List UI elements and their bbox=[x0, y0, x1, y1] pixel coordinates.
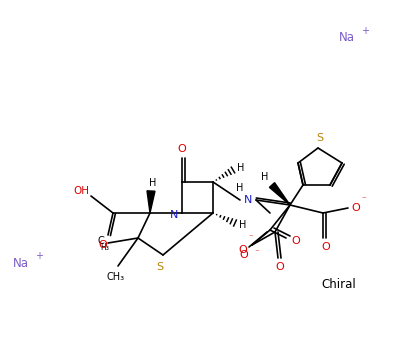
Text: ⁻: ⁻ bbox=[249, 233, 253, 242]
Text: H₃: H₃ bbox=[100, 242, 109, 252]
Text: O: O bbox=[239, 245, 247, 255]
Polygon shape bbox=[147, 191, 155, 213]
Text: Chiral: Chiral bbox=[322, 278, 356, 291]
Polygon shape bbox=[269, 183, 290, 205]
Text: +: + bbox=[35, 251, 43, 261]
Text: Na: Na bbox=[339, 31, 355, 44]
Text: O: O bbox=[178, 144, 186, 154]
Text: Na: Na bbox=[13, 257, 29, 270]
Text: O: O bbox=[352, 203, 360, 213]
Text: H: H bbox=[149, 178, 157, 188]
Text: CH₃: CH₃ bbox=[107, 272, 125, 282]
Text: H: H bbox=[261, 172, 269, 182]
Text: O: O bbox=[99, 240, 107, 250]
Text: H: H bbox=[237, 163, 245, 173]
Text: O: O bbox=[322, 242, 330, 252]
Text: O: O bbox=[292, 236, 300, 246]
Text: OH: OH bbox=[73, 186, 89, 196]
Text: ⁻: ⁻ bbox=[362, 195, 367, 204]
Text: H: H bbox=[239, 220, 247, 230]
Text: C: C bbox=[97, 236, 104, 246]
Text: N: N bbox=[244, 195, 252, 205]
Text: ⁻: ⁻ bbox=[255, 248, 259, 257]
Text: N: N bbox=[170, 210, 178, 220]
Text: H: H bbox=[236, 183, 244, 193]
Text: O: O bbox=[275, 262, 284, 272]
Text: +: + bbox=[361, 25, 369, 35]
Text: O: O bbox=[240, 250, 248, 260]
Text: S: S bbox=[156, 262, 164, 272]
Text: S: S bbox=[316, 133, 324, 143]
